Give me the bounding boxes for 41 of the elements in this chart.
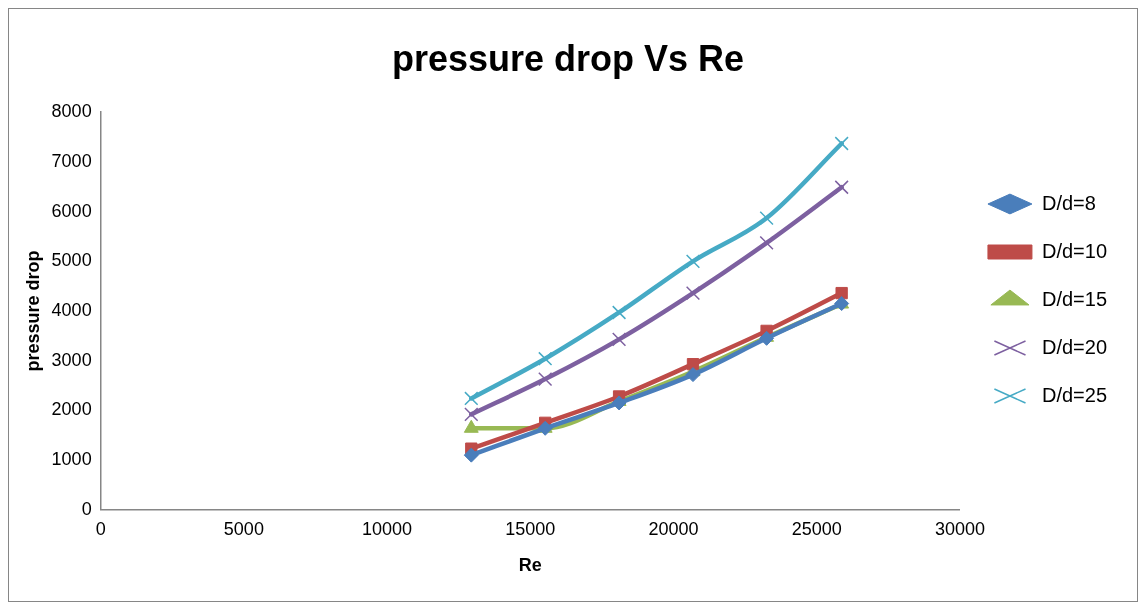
y-tick-label: 8000 [51, 101, 92, 122]
legend-label: D/d=20 [1041, 335, 1108, 358]
y-tick-label: 1000 [51, 449, 92, 470]
point [538, 351, 553, 366]
point [835, 286, 848, 300]
x-tick-label: 0 [95, 518, 106, 539]
point [611, 395, 627, 411]
point [834, 136, 849, 151]
point [464, 407, 479, 422]
point [834, 180, 849, 195]
x-axis-title: Re [518, 555, 542, 576]
y-tick-label: 5000 [51, 250, 92, 271]
point [759, 235, 774, 251]
x-tick-label: 30000 [934, 518, 985, 539]
y-tick-label: 7000 [51, 150, 92, 171]
x-tick-label: 25000 [791, 518, 842, 539]
point [464, 391, 479, 406]
legend-label: D/d=8 [1041, 191, 1096, 214]
point [685, 254, 701, 269]
y-tick-label: 3000 [51, 349, 92, 370]
point [611, 332, 627, 347]
legend-label: D/d=15 [1041, 287, 1108, 310]
legend-label: D/d=10 [1041, 239, 1108, 262]
point [759, 330, 775, 346]
point [685, 285, 701, 301]
y-tick-label: 0 [81, 498, 92, 519]
point [538, 371, 553, 387]
y-tick-label: 4000 [51, 299, 92, 320]
y-tick-label: 2000 [51, 399, 92, 420]
point [685, 367, 701, 383]
y-axis-title: pressure drop [22, 250, 43, 372]
x-tick-label: 5000 [223, 518, 264, 539]
chart-title: pressure drop Vs Re [391, 37, 745, 79]
point [463, 447, 479, 463]
point [759, 210, 774, 226]
x-tick-label: 15000 [505, 518, 556, 539]
point [611, 305, 627, 320]
y-tick-label: 6000 [51, 200, 92, 221]
x-tick-label: 10000 [362, 518, 413, 539]
x-tick-label: 20000 [648, 518, 699, 539]
legend-label: D/d=25 [1041, 383, 1108, 406]
